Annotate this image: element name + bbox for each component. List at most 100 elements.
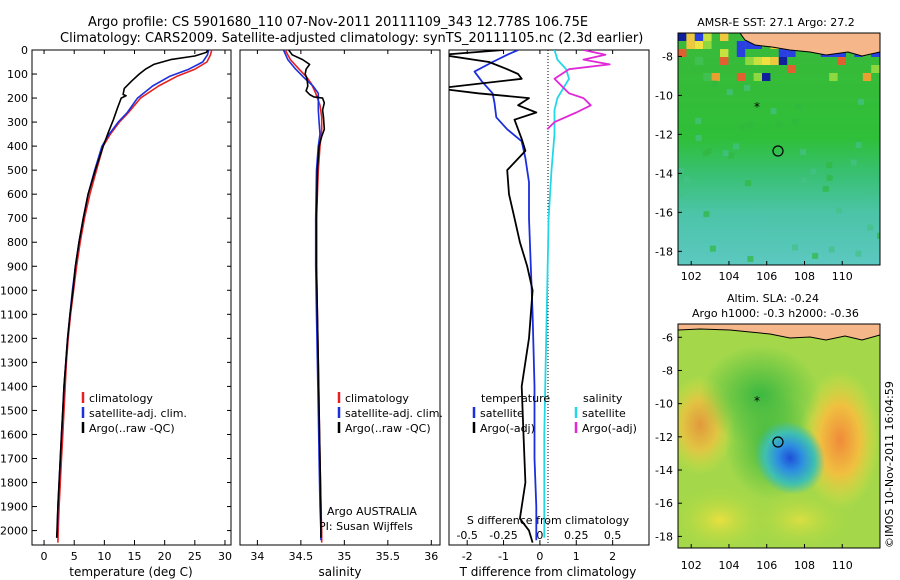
depth-tick-label: 200 bbox=[7, 92, 28, 105]
depth-tick-label: 1300 bbox=[0, 356, 28, 369]
x-tick-label: 20 bbox=[158, 550, 172, 563]
difference-xlabel: T difference from climatology bbox=[459, 565, 637, 579]
sst-pixel bbox=[826, 174, 833, 181]
sla-map-panel: Altim. SLA: -0.24 Argo h1000: -0.3 h2000… bbox=[655, 292, 881, 572]
sst-map-panel: AMSR-E SST: 27.1 Argo: 27.2 102 104 106 108… bbox=[655, 16, 881, 283]
sst-pixel bbox=[762, 57, 771, 65]
sst-pixel bbox=[695, 134, 702, 141]
sst-pixel bbox=[795, 103, 802, 110]
sst-pixel bbox=[709, 245, 716, 252]
sst-pixel bbox=[728, 152, 735, 159]
depth-tick-label: 400 bbox=[7, 140, 28, 153]
sst-pixel bbox=[870, 189, 877, 196]
sst-pixel bbox=[871, 65, 880, 73]
sst-pixel bbox=[745, 57, 754, 65]
legend-label: salinity bbox=[583, 392, 623, 405]
temperature-xlabel: temperature (deg C) bbox=[69, 565, 192, 579]
x-tick-label: 34 bbox=[250, 550, 264, 563]
salinity-x-axis: 34 34.5 35 35.5 36 bbox=[250, 50, 438, 563]
x-tick-label: 0 bbox=[536, 550, 543, 563]
legend-label: satellite bbox=[480, 407, 524, 420]
difference-panel: -2 -1 0 1 2 -0.5 -0.25 0 0.25 0.5 temperature sate… bbox=[448, 49, 650, 579]
depth-tick-label: 800 bbox=[7, 236, 28, 249]
x-tick-label: 0 bbox=[41, 550, 48, 563]
sst-pixel bbox=[858, 98, 865, 105]
sst-pixel bbox=[706, 148, 713, 154]
sst-argo-position-marker bbox=[772, 145, 784, 157]
x-tick-label: 25 bbox=[188, 550, 202, 563]
sst-land-java bbox=[739, 33, 880, 57]
temperature-axes-frame bbox=[31, 49, 232, 546]
temperature-panel: 0100200300400500600700800900100011001200… bbox=[0, 44, 649, 579]
x-tick-label: 1 bbox=[573, 550, 580, 563]
series-line-temperature-argo-adj bbox=[449, 50, 538, 543]
map-x-tick-label: 106 bbox=[756, 559, 777, 572]
header-line-2: Climatology: CARS2009. Satellite-adjuste… bbox=[60, 31, 643, 46]
sst-pixel bbox=[694, 41, 704, 49]
x-tick-label: 30 bbox=[218, 550, 232, 563]
depth-tick-label: 1800 bbox=[0, 477, 28, 490]
series-line-climatology bbox=[57, 50, 213, 543]
legend-label: Argo(..raw -QC) bbox=[89, 422, 175, 435]
map-y-tick-label: -12 bbox=[655, 431, 673, 444]
sst-pixel bbox=[736, 41, 746, 49]
sst-pixel bbox=[736, 49, 746, 57]
sla-map-subtitle: Argo h1000: -0.3 h2000: -0.36 bbox=[692, 307, 859, 320]
x-tick-label: 2 bbox=[609, 550, 616, 563]
sst-pixel bbox=[695, 117, 702, 124]
sst-pixel bbox=[770, 57, 779, 65]
x-tick-label: 35 bbox=[337, 550, 351, 563]
sst-pixel bbox=[876, 232, 880, 239]
sst-pixel bbox=[836, 207, 843, 214]
sst-pixel bbox=[678, 167, 685, 174]
depth-tick-label: 1600 bbox=[0, 428, 28, 441]
map-y-tick-label: -12 bbox=[655, 128, 673, 141]
depth-tick-label: 300 bbox=[7, 116, 28, 129]
x-tick-label: 36 bbox=[424, 550, 438, 563]
sst-pixel bbox=[703, 33, 712, 41]
sst-pixel bbox=[739, 123, 746, 130]
salinity-panel: 34 34.5 35 35.5 36 climatology satellite-adj.… bbox=[239, 49, 443, 579]
x-tick-label: 34.5 bbox=[289, 550, 314, 563]
sst-pixel bbox=[736, 73, 746, 81]
sst-pixel bbox=[686, 41, 695, 49]
difference-axes-frame bbox=[448, 49, 650, 546]
sst-pixel bbox=[770, 108, 777, 115]
x-tick-label: 5 bbox=[71, 550, 78, 563]
map-y-tick-label: -18 bbox=[655, 530, 673, 543]
map-y-tick-label: -14 bbox=[655, 464, 673, 477]
sst-pixel bbox=[753, 73, 762, 81]
sst-pixel bbox=[720, 49, 729, 57]
s-tick-label: 0 bbox=[536, 529, 543, 542]
legend-label: climatology bbox=[89, 392, 153, 405]
sst-pixel bbox=[753, 57, 762, 65]
sla-previous-position-marker: * bbox=[754, 394, 760, 408]
sst-pixel bbox=[829, 73, 838, 81]
salinity-lines bbox=[282, 50, 326, 543]
map-y-tick-label: -8 bbox=[662, 50, 673, 63]
sst-pixel bbox=[726, 89, 733, 96]
sst-pixel bbox=[828, 246, 835, 253]
sla-map-image bbox=[678, 324, 880, 548]
legend-label: satellite bbox=[582, 407, 626, 420]
sst-pixel bbox=[778, 49, 788, 57]
sla-map-title: Altim. SLA: -0.24 bbox=[727, 292, 819, 305]
sst-pixel bbox=[720, 57, 729, 65]
depth-tick-label: 1100 bbox=[0, 308, 28, 321]
series-line-salinity-argo-adj bbox=[546, 50, 611, 130]
sst-pixel bbox=[855, 250, 862, 257]
sst-pixel bbox=[694, 57, 704, 65]
salinity-xlabel: salinity bbox=[318, 565, 361, 579]
map-x-tick-label: 104 bbox=[718, 270, 739, 283]
sst-pixel bbox=[776, 121, 783, 128]
sst-pixel bbox=[720, 33, 729, 41]
sst-pixel bbox=[703, 41, 712, 49]
map-y-tick-label: -10 bbox=[655, 398, 673, 411]
map-y-tick-label: -16 bbox=[655, 206, 673, 219]
difference-lines bbox=[449, 50, 611, 543]
map-x-tick-label: 106 bbox=[756, 270, 777, 283]
sst-pixel bbox=[800, 177, 807, 184]
sst-pixel bbox=[826, 162, 833, 169]
sst-pixel bbox=[683, 176, 690, 183]
